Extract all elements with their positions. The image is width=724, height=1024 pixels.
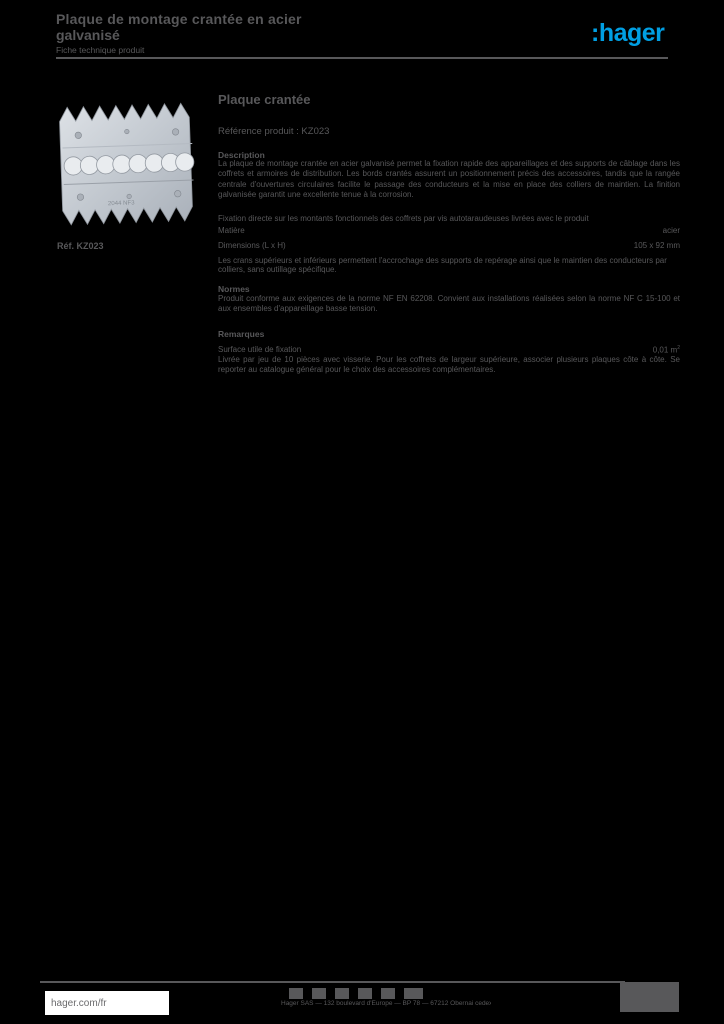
recycling-icon <box>312 988 326 999</box>
document-subtitle: Fiche technique produit <box>56 45 145 55</box>
characteristics-list: Fixation directe sur les montants foncti… <box>218 214 680 277</box>
footer-fine-print-block <box>620 982 679 1012</box>
footer-pictogram-row <box>289 988 423 999</box>
remarques-label: Surface utile de fixation <box>218 345 302 354</box>
characteristic-label: Matière <box>218 226 245 235</box>
qr-icon <box>404 988 423 999</box>
serrated-plate-illustration: 2044 NF3 <box>59 102 195 226</box>
characteristic-label: Dimensions (L x H) <box>218 241 286 250</box>
weee-icon <box>358 988 372 999</box>
characteristic-row: Fixation directe sur les montants foncti… <box>218 214 589 223</box>
remarques-key-value-row: Surface utile de fixation 0,01 m2 <box>218 345 680 355</box>
footer-website-link[interactable]: hager.com/fr <box>45 991 169 1015</box>
remarques-value: 0,01 m2 <box>652 345 680 355</box>
characteristic-row: Dimensions (L x H) 105 x 92 mm <box>218 241 680 250</box>
header-divider <box>56 57 668 59</box>
product-reference-caption: Réf. KZ023 <box>57 241 104 251</box>
product-name: Plaque crantée <box>218 92 311 107</box>
section-heading-remarques: Remarques <box>218 329 265 339</box>
characteristic-value: 105 x 92 mm <box>633 241 680 250</box>
description-paragraph: La plaque de montage crantée en acier ga… <box>218 159 680 200</box>
characteristic-row: Les crans supérieurs et inférieurs perme… <box>218 256 667 274</box>
normes-paragraph: Produit conforme aux exigences de la nor… <box>218 294 680 314</box>
characteristic-value: acier <box>662 226 680 235</box>
characteristic-row: Matière acier <box>218 226 680 235</box>
footer-divider <box>40 981 625 983</box>
superscript-2: 2 <box>677 345 680 351</box>
document-title-line2: galvanisé <box>56 27 120 43</box>
product-photo: 2044 NF3 <box>57 93 199 235</box>
ce-icon <box>289 988 303 999</box>
section-heading-description: Description <box>218 150 265 160</box>
rohs-icon <box>381 988 395 999</box>
document-icon <box>335 988 349 999</box>
footer-website-label: hager.com/fr <box>51 997 107 1009</box>
plate-embossed-label: 2044 NF3 <box>108 199 136 207</box>
footer-company-line: Hager SAS — 132 boulevard d'Europe — BP … <box>281 1000 491 1007</box>
document-title-line1: Plaque de montage crantée en acier <box>56 11 302 27</box>
remarques-paragraph: Livrée par jeu de 10 pièces avec visseri… <box>218 355 680 375</box>
hager-logo: :hager <box>591 19 665 47</box>
product-reference-line: Référence produit : KZ023 <box>218 126 330 137</box>
section-heading-normes: Normes <box>218 284 250 294</box>
